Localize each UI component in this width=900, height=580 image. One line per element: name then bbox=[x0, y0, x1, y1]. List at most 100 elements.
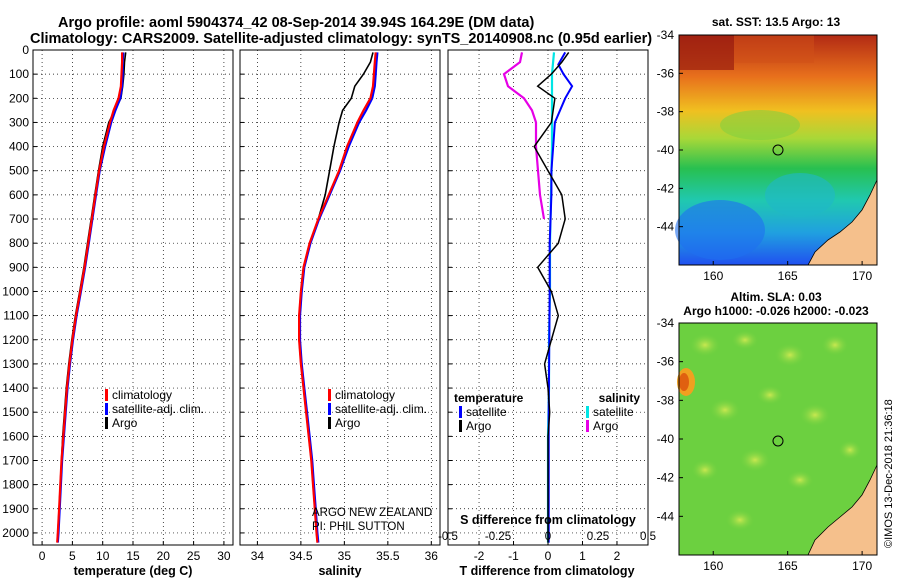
legend-swatch bbox=[586, 420, 589, 432]
lat-label: -42 bbox=[657, 181, 675, 195]
t-argo-line bbox=[533, 51, 570, 543]
lat-label: -40 bbox=[657, 143, 675, 157]
s-tick-label: 0.5 bbox=[640, 531, 656, 543]
lat-label: -44 bbox=[657, 509, 675, 523]
depth-tick-label: 1400 bbox=[2, 381, 29, 395]
depth-tick-label: 300 bbox=[9, 115, 29, 129]
legend-label: climatology bbox=[335, 388, 395, 402]
depth-tick-label: 1200 bbox=[2, 333, 29, 347]
legend-swatch bbox=[105, 403, 108, 415]
sla-spot-4 bbox=[821, 334, 849, 356]
depth-axis-labels: 0 100 200 300 400 500 600 700 800 900 1000 1100 1200… bbox=[2, 43, 29, 540]
depth-tick-label: 2000 bbox=[2, 526, 29, 540]
x-tick-label: 2 bbox=[614, 549, 621, 563]
depth-tick-label: 1100 bbox=[3, 309, 29, 323]
credit-line1: ARGO NEW ZEALAND bbox=[312, 507, 432, 519]
lat-label: -36 bbox=[657, 355, 675, 369]
sla-spot-3 bbox=[774, 343, 806, 367]
legend-label: satellite bbox=[593, 405, 634, 419]
temperature-xlabel: temperature (deg C) bbox=[74, 564, 193, 578]
lat-label: -38 bbox=[657, 105, 675, 119]
sla-map-title-1: Altim. SLA: 0.03 bbox=[730, 290, 822, 304]
temperature-panel: 0100200300400500600700800900100011001200… bbox=[2, 43, 234, 578]
depth-tick-label: 700 bbox=[9, 212, 29, 226]
depth-tick-label: 1700 bbox=[2, 453, 29, 467]
sla-lat-labels: -34 -36 -38 -40 -42 -44 bbox=[657, 316, 683, 523]
sst-cool-patch-1 bbox=[675, 200, 765, 260]
sst-warm-band bbox=[734, 35, 814, 63]
sst-map-title: sat. SST: 13.5 Argo: 13 bbox=[712, 15, 841, 29]
s-difference-tick-labels: -0.5 -0.25 0 0.25 0.5 bbox=[438, 531, 656, 543]
legend-label: Argo bbox=[335, 416, 361, 430]
lat-label: -38 bbox=[657, 393, 675, 407]
sla-spot-8 bbox=[691, 459, 719, 481]
legend-swatch bbox=[459, 420, 462, 432]
x-tick-label: 20 bbox=[157, 549, 171, 563]
x-tick-label: 34.5 bbox=[289, 549, 313, 563]
x-tick-label: 5 bbox=[69, 549, 76, 563]
lat-label: -42 bbox=[657, 471, 675, 485]
credit-line2: PI: PHIL SUTTON bbox=[312, 521, 405, 533]
s-difference-label: S difference from climatology bbox=[460, 513, 636, 527]
legend-label: satellite bbox=[466, 405, 507, 419]
legend-label: satellite-adj. clim. bbox=[335, 402, 427, 416]
profile-line-climatology bbox=[56, 52, 124, 543]
legend-swatch bbox=[459, 406, 462, 418]
legend-label: Argo bbox=[112, 416, 138, 430]
depth-tick-label: 1300 bbox=[2, 357, 29, 371]
temperature-grid bbox=[33, 49, 233, 545]
sla-spot-7 bbox=[799, 403, 831, 427]
salinity-plot-frame bbox=[239, 49, 441, 546]
sla-lon-labels: 160 165 170 bbox=[703, 551, 872, 573]
depth-tick-label: 1500 bbox=[2, 405, 29, 419]
x-tick-label: 1 bbox=[579, 549, 586, 563]
difference-x-tick-labels: -2 -1 0 1 2 bbox=[474, 549, 621, 563]
sst-cool-patch-2 bbox=[765, 173, 835, 217]
depth-tick-label: 1000 bbox=[2, 284, 29, 298]
lon-label: 160 bbox=[703, 559, 723, 573]
temperature-x-tick-labels: 0 5 10 15 20 25 30 bbox=[39, 549, 231, 563]
legend-title-temperature: temperature bbox=[454, 391, 524, 405]
depth-tick-label: 200 bbox=[9, 91, 29, 105]
sst-warm-corner bbox=[679, 35, 734, 70]
lon-label: 165 bbox=[778, 559, 798, 573]
x-tick-label: 34 bbox=[251, 549, 265, 563]
legend-swatch bbox=[328, 389, 331, 401]
t-satellite-line bbox=[547, 51, 574, 543]
legend-label: Argo bbox=[466, 419, 492, 433]
sla-spot-5 bbox=[709, 398, 741, 422]
sst-green-patch bbox=[720, 110, 800, 140]
x-tick-label: 15 bbox=[126, 549, 140, 563]
depth-tick-label: 1800 bbox=[2, 478, 29, 492]
t-difference-xlabel: T difference from climatology bbox=[459, 564, 634, 578]
s-tick-label: -0.25 bbox=[485, 531, 511, 543]
sla-map: Altim. SLA: 0.03 Argo h1000: -0.026 h200… bbox=[657, 290, 878, 573]
temperature-profile-lines bbox=[56, 52, 127, 543]
sla-spot-6 bbox=[756, 385, 784, 405]
x-tick-label: 36 bbox=[425, 549, 439, 563]
depth-tick-label: 800 bbox=[9, 236, 29, 250]
salinity-x-tick-labels: 34 34.5 35 35.5 36 bbox=[251, 549, 439, 563]
legend-swatch bbox=[586, 406, 589, 418]
lon-label: 160 bbox=[703, 269, 723, 283]
legend-swatch bbox=[105, 389, 108, 401]
sla-spot-11 bbox=[725, 509, 755, 531]
lat-label: -34 bbox=[657, 28, 675, 42]
sla-spot-1 bbox=[689, 333, 721, 357]
legend-label: satellite-adj. clim. bbox=[112, 402, 204, 416]
sst-map: sat. SST: 13.5 Argo: 13 -34-36-38-40-42-… bbox=[657, 15, 878, 283]
sla-spot-10 bbox=[786, 470, 814, 490]
profile-line-climatology bbox=[298, 52, 377, 543]
sla-map-title-2: Argo h1000: -0.026 h2000: -0.023 bbox=[683, 304, 869, 318]
legend-label: Argo bbox=[593, 419, 619, 433]
salinity-xlabel: salinity bbox=[318, 564, 361, 578]
sst-map-field bbox=[675, 35, 878, 266]
lat-label: -40 bbox=[657, 432, 675, 446]
salinity-panel: 34 34.5 35 35.5 36 salinity climatologysatel… bbox=[239, 49, 441, 578]
sst-lon-labels: 160 165 170 bbox=[703, 261, 872, 283]
salinity-profile-lines bbox=[298, 52, 379, 543]
lat-label: -36 bbox=[657, 66, 675, 80]
